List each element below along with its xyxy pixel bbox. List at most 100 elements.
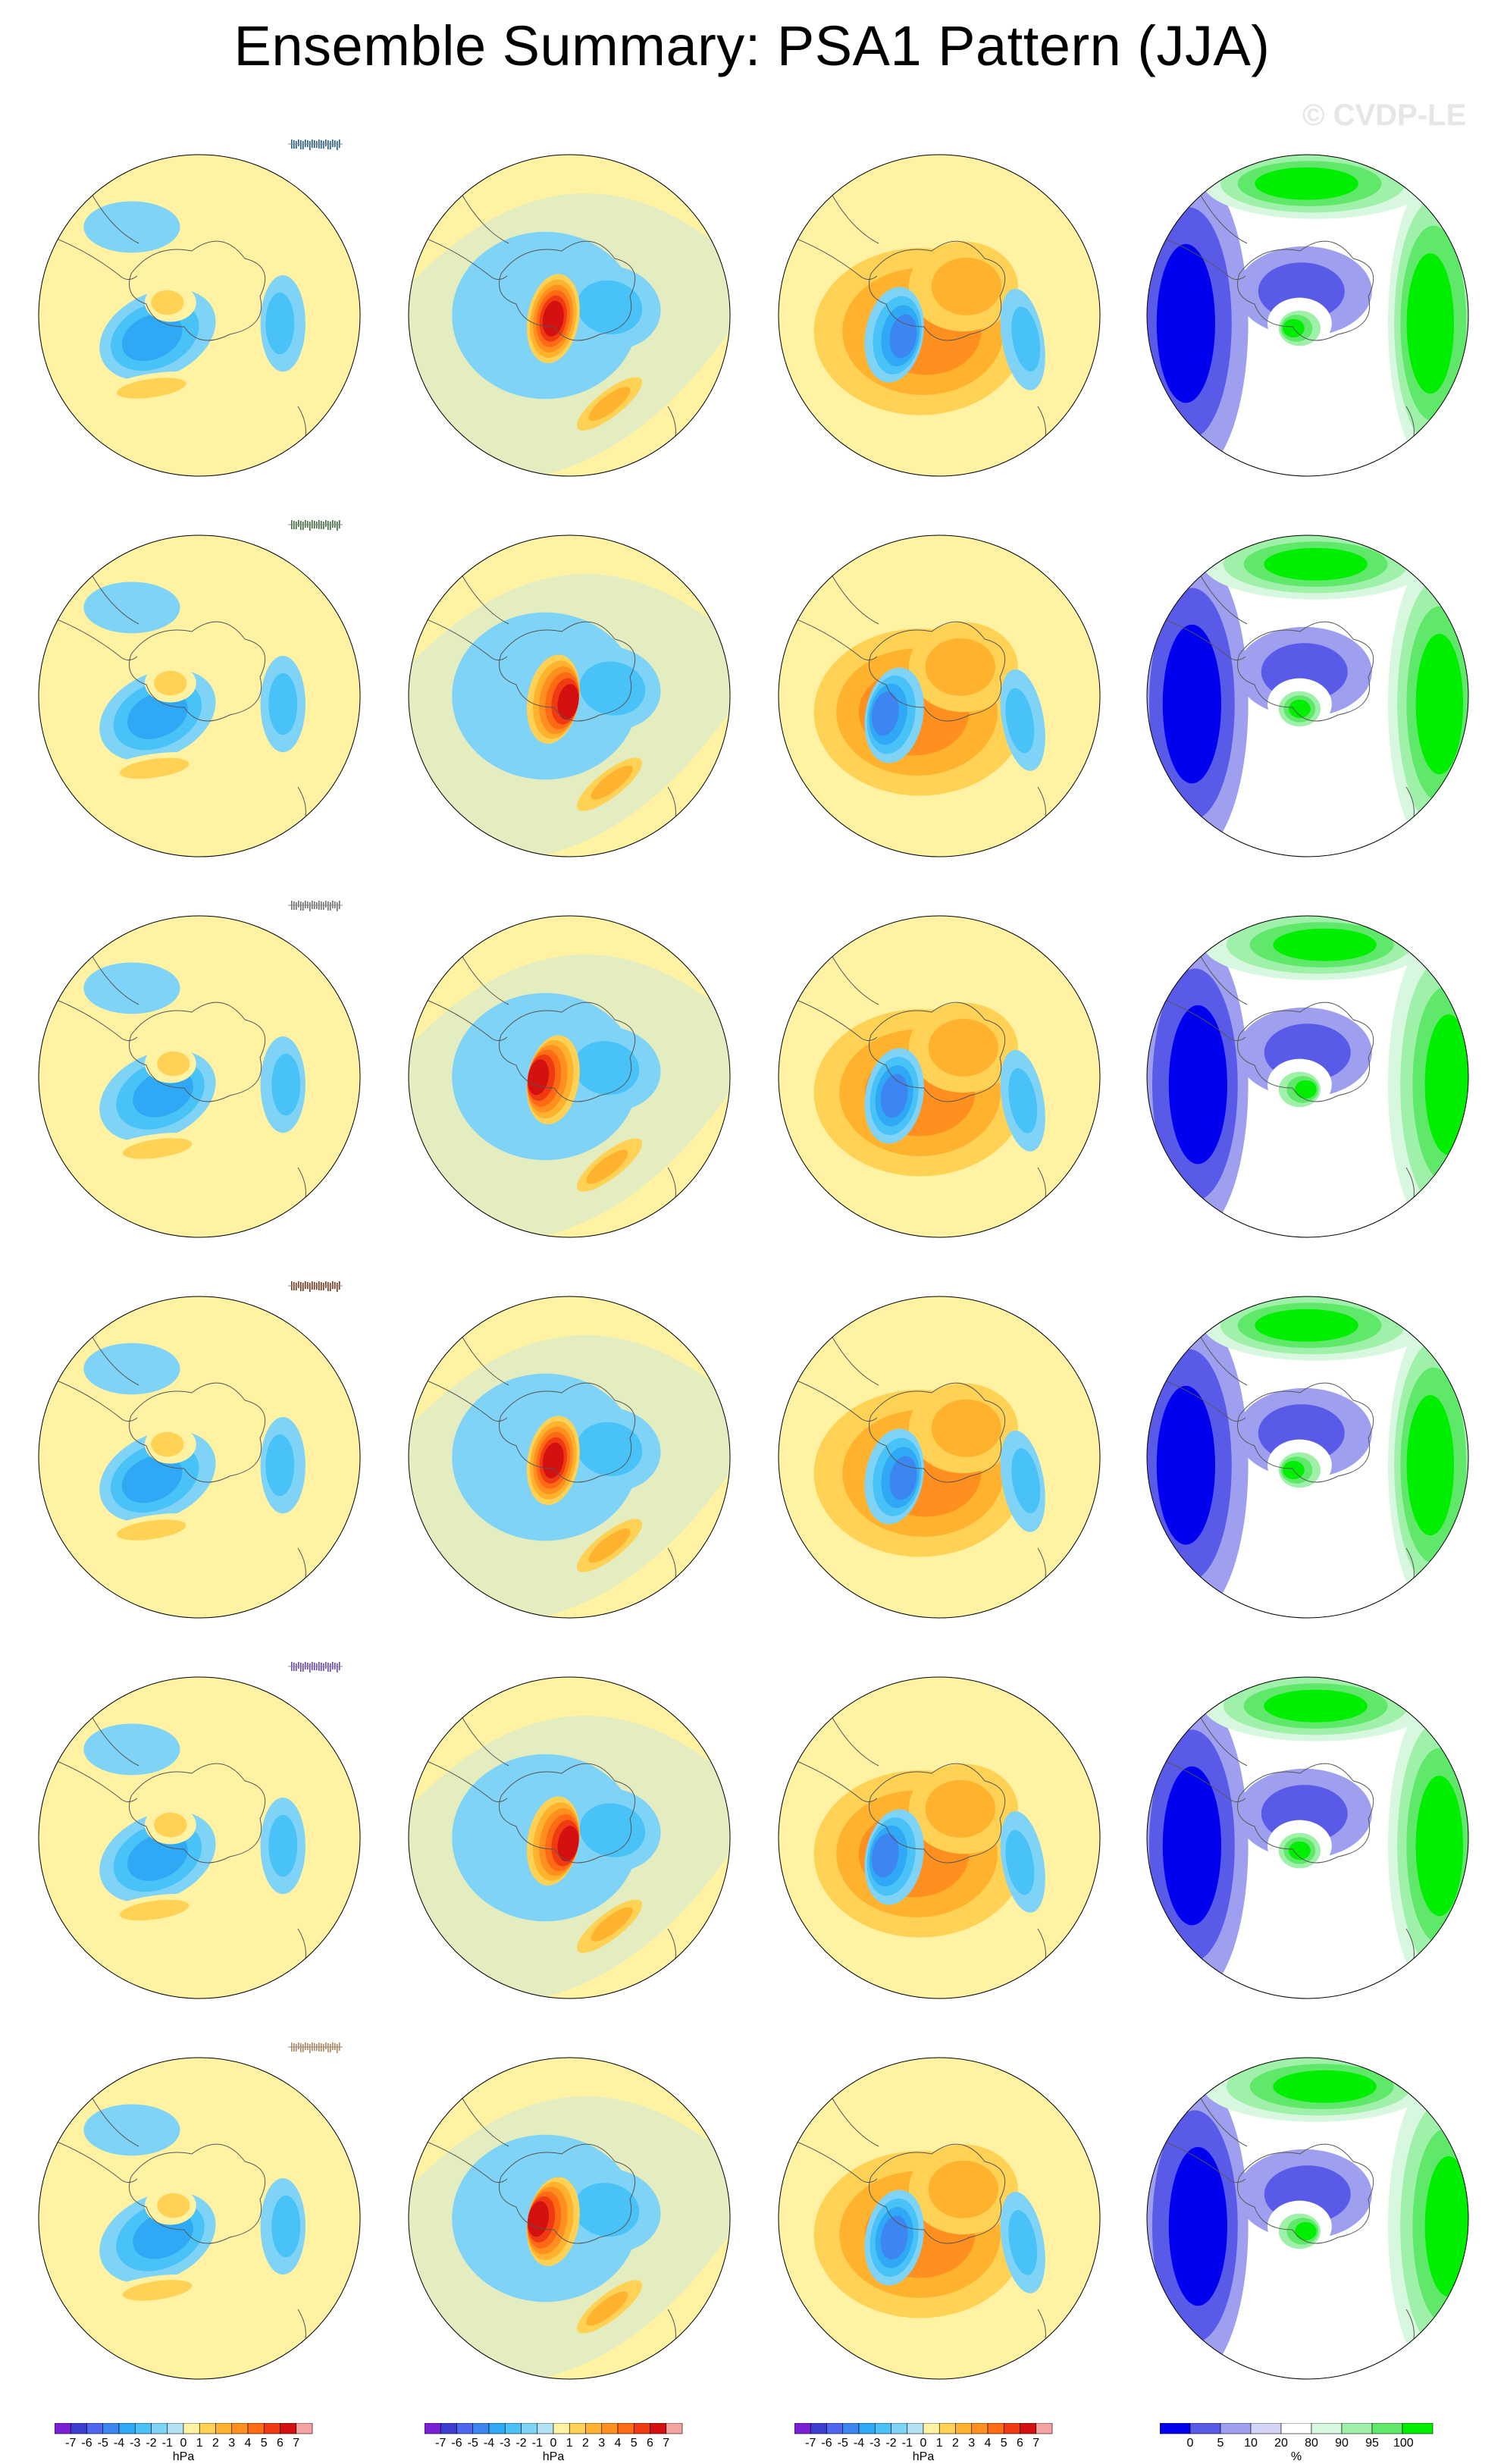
contour-field <box>779 2058 1100 2379</box>
contour-band <box>83 1343 180 1395</box>
contour-field <box>779 1677 1100 1998</box>
field-background <box>1147 2058 1468 2379</box>
colorbar-tick-label: 7 <box>663 2437 670 2450</box>
contour-band <box>908 622 1018 713</box>
contour-band <box>99 1810 216 1903</box>
colorbar-tick-label: 6 <box>1017 2437 1023 2450</box>
contour-band <box>928 1018 998 1077</box>
contour-band <box>1283 318 1305 338</box>
contour-band <box>813 1770 1026 1938</box>
member-tick <box>305 901 306 908</box>
contour-band <box>113 680 202 751</box>
contour-band <box>1415 633 1464 775</box>
colorbar-swatch <box>971 2422 989 2434</box>
contour-band <box>99 669 216 761</box>
member-tick <box>302 2044 304 2052</box>
member-tick <box>302 1283 304 1291</box>
contour-band <box>864 287 924 383</box>
coastlines <box>1147 1704 1415 1990</box>
colorbar-tick-label: 80 <box>1305 2437 1318 2450</box>
colorbar-tick-label: 6 <box>647 2437 653 2450</box>
contour-band <box>260 2178 306 2275</box>
contour-band <box>1249 922 1394 968</box>
member-tick <box>298 1662 299 1669</box>
contour-band <box>83 582 180 634</box>
map-boundary <box>38 154 361 477</box>
member-tick <box>330 1663 331 1672</box>
contour-band <box>889 314 917 359</box>
contour-band <box>1226 2058 1412 2116</box>
contour-band <box>1289 1841 1311 1861</box>
coastlines <box>409 2085 676 2371</box>
colorbar-swatch <box>1003 2422 1020 2434</box>
coastlines <box>779 182 1046 468</box>
contour-band <box>1412 2128 1468 2324</box>
colorbar-tick-label: 0 <box>180 2437 187 2450</box>
contour-band <box>1000 1810 1045 1913</box>
map-boundary <box>408 1676 731 1999</box>
contour-band <box>1203 2058 1428 2122</box>
map-boundary <box>408 915 731 1238</box>
field-background <box>39 535 360 857</box>
contour-field <box>409 1296 730 1618</box>
contour-band <box>576 757 643 811</box>
contour-band <box>119 757 190 779</box>
member-tick <box>296 1663 297 1671</box>
colorbar-tick-label: 4 <box>984 2437 992 2450</box>
contour-band <box>151 290 184 315</box>
field-background <box>1147 535 1468 857</box>
member-tick <box>305 520 306 528</box>
contour-band <box>588 387 631 422</box>
contour-band <box>1000 1430 1045 1532</box>
contour-band <box>1388 1312 1468 1618</box>
map-boundary <box>1146 154 1469 477</box>
contour-band <box>1261 643 1348 701</box>
contour-field <box>39 916 360 1237</box>
member-tick <box>298 520 299 527</box>
contour-band <box>268 672 298 735</box>
colorbar-swatch <box>54 2422 71 2434</box>
contour-band <box>1400 959 1468 1210</box>
contour-band <box>539 666 580 735</box>
coastlines <box>39 563 306 848</box>
colorbar-swatch <box>666 2422 683 2434</box>
colorbar-tick-label: -2 <box>146 2437 157 2450</box>
contour-band <box>1008 2209 1038 2275</box>
colorbar-tick-label: 2 <box>212 2437 219 2450</box>
contour-band <box>260 656 306 753</box>
contour-band <box>260 275 306 372</box>
contour-band <box>271 1053 301 1116</box>
field-background <box>39 916 360 1237</box>
contour-band <box>1236 626 1372 717</box>
contour-band <box>842 1409 1004 1537</box>
colorbar-swatch <box>907 2422 924 2434</box>
contour-band <box>526 274 580 363</box>
contour-band <box>864 1428 924 1525</box>
contour-band <box>1278 1832 1321 1869</box>
contour-band <box>864 667 924 763</box>
contour-band <box>527 2181 574 2261</box>
contour-band <box>1261 1785 1348 1843</box>
coastlines <box>39 2085 306 2371</box>
coastlines <box>39 182 306 468</box>
colorbar-tick-label: 0 <box>550 2437 557 2450</box>
contour-band <box>100 752 209 785</box>
contour-band <box>265 292 295 355</box>
contour-band <box>1168 2146 1227 2306</box>
contour-band <box>122 2280 193 2301</box>
contour-band <box>526 1415 580 1505</box>
coastlines <box>1147 563 1415 848</box>
contour-band <box>452 612 639 780</box>
contour-band <box>157 1051 190 1077</box>
contour-band <box>1278 1071 1321 1108</box>
contour-field <box>1147 1677 1468 1998</box>
contour-band <box>526 654 580 744</box>
colorbar-swatch <box>1402 2422 1434 2434</box>
member-tick <box>309 1283 311 1292</box>
contour-band <box>1273 928 1377 961</box>
